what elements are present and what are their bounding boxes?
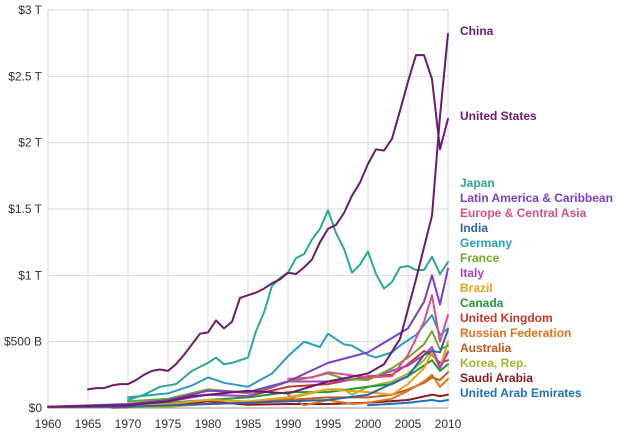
legend-label-united-arab-emirates[interactable]: United Arab Emirates: [460, 386, 582, 400]
x-tick-label: 1985: [235, 417, 262, 431]
series-line-russian-federation[interactable]: [287, 373, 449, 407]
legend-label-europe-central-asia[interactable]: Europe & Central Asia: [460, 206, 587, 220]
x-axis: 1960 1965 1970 1975 1980 1985 1990 1995 2000 2005…: [35, 417, 462, 431]
y-axis: $0 $500 B $1 T $1.5 T $2 T $2.5 T $3 T: [4, 3, 43, 415]
y-tick-label: $1 T: [18, 268, 42, 282]
y-tick-label: $1.5 T: [8, 202, 42, 216]
series-lines: [47, 32, 449, 409]
x-tick-label: 1960: [35, 417, 62, 431]
series-line-brazil[interactable]: [127, 340, 449, 408]
grid: [47, 9, 449, 409]
y-tick-label: $500 B: [4, 335, 42, 349]
x-tick-label: 1990: [275, 417, 302, 431]
legend-label-india[interactable]: India: [460, 221, 488, 235]
y-tick-label: $3 T: [18, 3, 42, 17]
legend-label-russian-federation[interactable]: Russian Federation: [460, 326, 571, 340]
legend-label-saudi-arabia[interactable]: Saudi Arabia: [460, 371, 533, 385]
legend-label-australia[interactable]: Australia: [460, 341, 512, 355]
y-tick-label: $2 T: [18, 136, 42, 150]
legend-label-japan[interactable]: Japan: [460, 176, 495, 190]
series-line-india[interactable]: [47, 328, 449, 408]
y-tick-label: $0: [29, 401, 43, 415]
legend-label-france[interactable]: France: [460, 251, 500, 265]
legend-label-brazil[interactable]: Brazil: [460, 281, 493, 295]
x-tick-label: 1965: [75, 417, 102, 431]
x-tick-label: 2000: [355, 417, 382, 431]
legend-label-china[interactable]: China: [460, 24, 494, 38]
y-tick-label: $2.5 T: [8, 69, 42, 83]
legend-label-germany[interactable]: Germany: [460, 236, 512, 250]
x-tick-label: 1975: [155, 417, 182, 431]
legend-label-united-kingdom[interactable]: United Kingdom: [460, 311, 553, 325]
x-tick-label: 1970: [115, 417, 142, 431]
series-line-china[interactable]: [47, 32, 449, 408]
x-tick-label: 2010: [435, 417, 462, 431]
x-tick-label: 1995: [315, 417, 342, 431]
series-line-germany[interactable]: [127, 314, 449, 399]
x-tick-label: 2005: [395, 417, 422, 431]
legend-label-latin-america-caribbean[interactable]: Latin America & Caribbean: [460, 191, 613, 205]
x-tick-label: 1980: [195, 417, 222, 431]
series-line-europe-central-asia[interactable]: [287, 294, 449, 380]
legend-label-italy[interactable]: Italy: [460, 266, 484, 280]
series-line-japan[interactable]: [127, 209, 449, 401]
legend-label-canada[interactable]: Canada: [460, 296, 504, 310]
series-line-united-arab-emirates[interactable]: [367, 399, 449, 407]
legend-label-korea-rep-[interactable]: Korea, Rep.: [460, 356, 527, 370]
series-line-latin-america-caribbean[interactable]: [47, 267, 449, 408]
legend-label-united-states[interactable]: United States: [460, 109, 537, 123]
series-line-united-states[interactable]: [87, 54, 449, 391]
